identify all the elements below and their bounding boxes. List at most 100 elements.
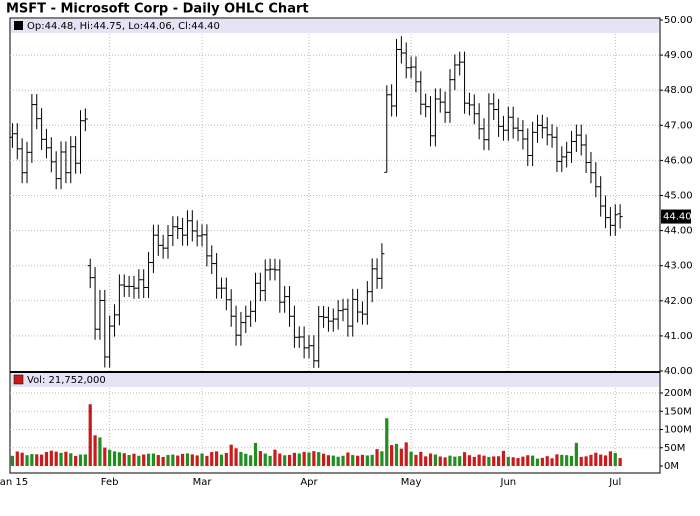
volume-bar <box>409 451 413 466</box>
volume-bar <box>608 451 613 466</box>
volume-bar <box>579 456 583 466</box>
volume-bar <box>112 451 117 466</box>
volume-bar <box>414 454 418 466</box>
volume-bar <box>385 418 389 466</box>
volume-bar <box>283 455 287 466</box>
x-tick-label: Feb <box>101 477 119 488</box>
volume-bar <box>54 451 58 466</box>
volume-bar <box>516 458 520 466</box>
volume-header <box>11 373 659 387</box>
volume-bar <box>545 456 549 466</box>
legend-text: Op:44.48, Hi:44.75, Lo:44.06, Cl:44.40 <box>27 21 220 32</box>
volume-bar <box>560 454 564 466</box>
volume-bar <box>438 456 442 466</box>
volume-bar <box>394 443 399 466</box>
volume-bar <box>380 451 384 466</box>
x-tick-label: May <box>401 477 422 488</box>
volume-bar <box>83 454 87 466</box>
volume-bar <box>448 455 452 466</box>
volume-bar <box>35 454 39 466</box>
volume-bar <box>30 454 34 466</box>
v-tick-label: 150M <box>664 406 692 417</box>
v-tick-label: 200M <box>664 388 692 399</box>
volume-bar <box>521 456 525 466</box>
volume-bar <box>161 456 165 466</box>
v-tick-label: 0M <box>664 461 679 472</box>
v-tick-label: 100M <box>664 425 692 436</box>
last-price-box <box>661 209 691 224</box>
volume-bar <box>40 454 44 466</box>
volume-bar <box>78 454 83 466</box>
volume-bar <box>146 453 151 466</box>
volume-bar <box>336 456 340 466</box>
volume-bar <box>195 455 199 466</box>
volume-bar <box>249 455 253 466</box>
volume-bar <box>370 454 374 466</box>
volume-bar <box>59 452 63 466</box>
volume-bar <box>574 442 578 466</box>
volume-bar <box>190 454 194 466</box>
volume-bar <box>273 449 277 466</box>
y-tick-label: 49.00 <box>664 50 693 61</box>
volume-bar <box>297 453 301 466</box>
y-tick-label: 46.00 <box>664 155 693 166</box>
volume-bar <box>487 456 491 466</box>
volume-bar <box>268 455 272 466</box>
volume-bar <box>180 453 185 466</box>
volume-bar <box>428 453 433 466</box>
volume-bar <box>108 449 112 466</box>
volume-bar <box>15 451 19 466</box>
price-header <box>11 19 659 33</box>
volume-bar <box>526 455 530 466</box>
volume-bar <box>205 455 209 466</box>
volume-bar <box>399 448 403 466</box>
volume-bar <box>555 454 559 466</box>
volume-bar <box>462 452 467 466</box>
volume-bar <box>234 448 238 466</box>
volume-bar <box>253 442 258 466</box>
volume-bar <box>321 453 326 466</box>
volume-bar <box>492 456 496 466</box>
volume-bar <box>151 453 156 466</box>
volume-bar <box>584 456 588 466</box>
y-tick-label: 47.00 <box>664 120 693 131</box>
volume-bar <box>453 456 457 466</box>
volume-bar <box>219 454 224 466</box>
volume-bar <box>88 404 92 466</box>
volume-bar <box>278 453 282 466</box>
v-tick-label: 50M <box>664 443 685 454</box>
volume-legend-swatch <box>13 374 24 385</box>
volume-bar <box>302 451 306 466</box>
volume-bar <box>613 452 617 466</box>
volume-bar <box>458 456 462 466</box>
volume-bar <box>341 455 345 466</box>
x-tick-label: Mar <box>193 477 213 488</box>
volume-bar <box>117 452 121 466</box>
y-tick-label: 48.00 <box>664 85 693 96</box>
volume-bar <box>210 451 214 466</box>
last-price-label: 44.40 <box>663 212 692 223</box>
volume-bar <box>404 442 408 466</box>
volume-bar <box>10 455 15 466</box>
volume-bar <box>93 435 97 466</box>
volume-bar <box>511 457 515 466</box>
y-tick-label: 41.00 <box>664 331 693 342</box>
volume-bar <box>44 452 49 466</box>
volume-bar <box>346 452 350 466</box>
volume-bar <box>20 452 24 466</box>
volume-bar <box>550 458 554 466</box>
volume-bar <box>69 453 73 466</box>
volume-bar <box>200 453 204 466</box>
volume-bar <box>185 453 190 466</box>
volume-bar <box>287 454 292 466</box>
x-tick-label: Apr <box>300 477 318 488</box>
x-tick-label: Jul <box>608 477 621 488</box>
volume-bar <box>103 447 107 466</box>
volume-bar <box>419 451 423 466</box>
volume-bar <box>356 455 360 466</box>
volume-bar <box>307 452 311 466</box>
volume-bar <box>127 454 131 466</box>
volume-bar <box>215 451 219 466</box>
volume-bar <box>589 454 593 466</box>
volume-legend-text: Vol: 21,752,000 <box>27 375 106 386</box>
